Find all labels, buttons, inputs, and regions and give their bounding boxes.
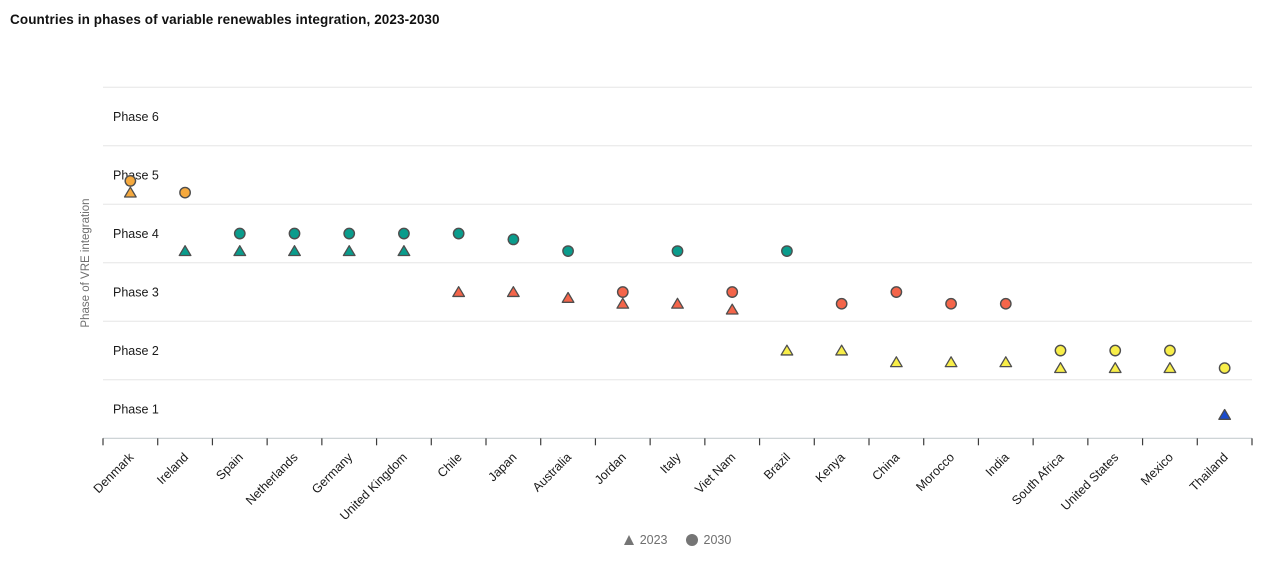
marker-2023-australia [561, 291, 575, 303]
marker-2023-germany [342, 245, 356, 257]
x-tick-label-ireland: Ireland [154, 450, 191, 487]
marker-2030-chile [452, 227, 465, 240]
marker-2030-united-states [1109, 344, 1122, 357]
marker-2030-jordan [616, 286, 629, 298]
x-tick-label-brazil: Brazil [761, 450, 793, 482]
marker-2023-italy [671, 297, 684, 309]
legend-label-2030: 2030 [703, 533, 732, 547]
marker-2023-viet-nam [725, 303, 739, 315]
marker-2030-viet-nam [726, 286, 739, 298]
y-tick-label-phase-5: Phase 5 [113, 169, 159, 183]
marker-2023-kenya [835, 344, 849, 356]
marker-2023-spain [233, 245, 247, 257]
marker-2023-china [889, 356, 903, 368]
x-tick-label-germany: Germany [309, 450, 356, 497]
circle-2030-icon [685, 534, 698, 546]
x-tick-label-netherlands: Netherlands [243, 450, 301, 508]
x-tick-label-australia: Australia [530, 450, 574, 494]
x-tick-label-mexico: Mexico [1138, 450, 1176, 488]
marker-2030-mexico [1164, 344, 1176, 357]
x-tick-label-kenya: Kenya [813, 450, 848, 485]
marker-2023-united-kingdom [397, 245, 411, 257]
marker-2030-thailand [1218, 362, 1231, 374]
marker-2030-italy [671, 245, 684, 258]
legend-item-2030[interactable]: 2030 [685, 533, 732, 547]
marker-2030-spain [233, 227, 246, 240]
marker-2030-japan [507, 233, 520, 246]
marker-2023-mexico [1163, 362, 1177, 374]
marker-2030-south-africa [1054, 344, 1067, 357]
marker-2023-united-states [1108, 362, 1122, 374]
x-tick-label-south-africa: South Africa [1009, 450, 1067, 508]
x-tick-label-chile: Chile [435, 450, 465, 480]
x-tick-label-italy: Italy [658, 450, 685, 477]
chart-legend: 2023 2030 [103, 533, 1252, 547]
x-tick-label-morocco: Morocco [913, 450, 957, 494]
marker-2030-ireland [179, 186, 191, 199]
marker-2030-china [890, 286, 903, 298]
y-tick-label-phase-3: Phase 3 [113, 286, 159, 300]
y-axis-title: Phase of VRE integration [80, 198, 92, 327]
chart-title: Countries in phases of variable renewabl… [10, 12, 440, 27]
x-tick-label-china: China [869, 450, 902, 483]
y-tick-label-phase-1: Phase 1 [113, 403, 159, 417]
marker-2030-netherlands [288, 227, 301, 240]
legend-label-2023: 2023 [639, 533, 668, 547]
x-tick-label-japan: Japan [485, 450, 519, 484]
triangle-2023-icon [623, 535, 634, 545]
y-tick-label-phase-6: Phase 6 [113, 110, 159, 124]
x-tick-label-viet-nam: Viet Nam [692, 450, 738, 496]
marker-2030-india [999, 297, 1012, 310]
legend-item-2023[interactable]: 2023 [623, 533, 668, 547]
marker-2030-australia [562, 245, 574, 258]
x-tick-label-denmark: Denmark [91, 450, 137, 496]
x-tick-label-united-states: United States [1058, 450, 1121, 513]
marker-2030-united-kingdom [398, 227, 410, 240]
marker-2023-denmark [123, 186, 137, 198]
marker-2023-south-africa [1054, 362, 1067, 374]
marker-2023-ireland [178, 245, 192, 257]
marker-2030-brazil [781, 245, 793, 258]
marker-2030-denmark [124, 174, 137, 187]
y-tick-label-phase-2: Phase 2 [113, 344, 159, 358]
marker-2030-morocco [945, 297, 957, 310]
marker-2023-japan [506, 286, 520, 298]
marker-2030-germany [343, 227, 356, 240]
marker-2023-india [999, 356, 1013, 368]
marker-2023-morocco [944, 356, 958, 368]
x-tick-label-jordan: Jordan [592, 450, 629, 487]
marker-2030-kenya [835, 297, 848, 310]
marker-2023-brazil [780, 344, 794, 356]
marker-2023-chile [452, 286, 466, 298]
marker-2023-netherlands [288, 245, 301, 257]
x-tick-label-india: India [983, 450, 1012, 479]
x-tick-label-thailand: Thailand [1187, 450, 1231, 494]
marker-2023-thailand [1218, 408, 1232, 420]
marker-2023-jordan [616, 297, 630, 309]
y-tick-label-phase-4: Phase 4 [113, 227, 159, 241]
x-tick-label-spain: Spain [213, 450, 246, 483]
